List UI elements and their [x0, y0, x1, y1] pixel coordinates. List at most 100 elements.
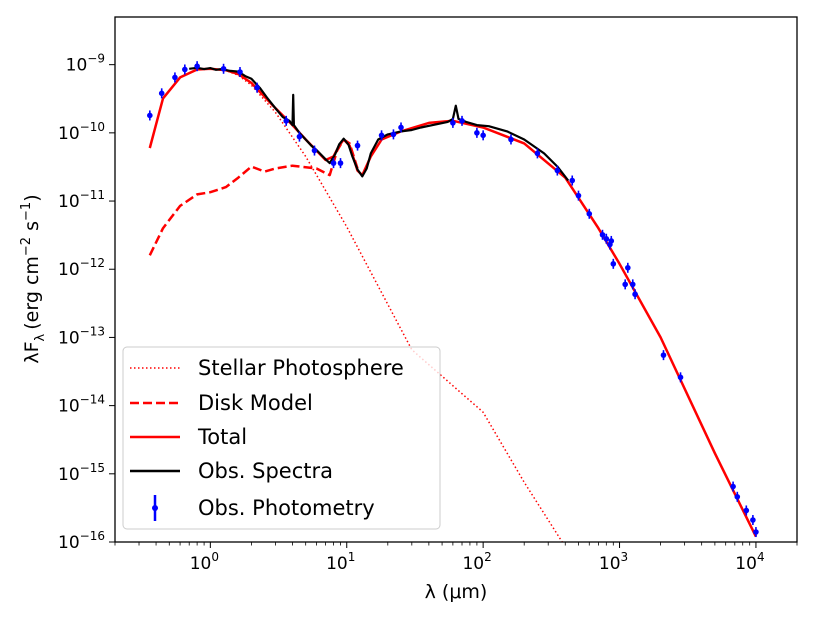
photometry-marker: [608, 238, 615, 244]
photometry-point: [599, 229, 606, 240]
photometry-marker: [586, 211, 593, 217]
photometry-marker: [660, 352, 667, 358]
photometry-marker: [743, 507, 750, 514]
photometry-marker: [296, 133, 303, 140]
photometry-marker: [147, 112, 153, 119]
legend-label-photometry: Obs. Photometry: [198, 496, 375, 520]
photometry-point: [677, 372, 684, 383]
photometry-point: [625, 262, 631, 273]
photometry-marker: [330, 160, 337, 166]
photometry-marker: [254, 84, 260, 91]
photometry-point: [734, 491, 741, 502]
photometry-point: [474, 127, 480, 138]
photometry-point: [569, 175, 576, 186]
y-tick-label: 10−16: [58, 529, 105, 553]
y-tick-label: 10−10: [58, 120, 105, 144]
y-axis-label: λFλ (erg cm−2 s−1): [19, 194, 48, 363]
photometry-point: [480, 130, 486, 141]
photometry-marker: [625, 264, 631, 271]
x-tick-label: 102: [462, 550, 491, 574]
y-tick-label: 10−9: [66, 52, 105, 76]
photometry-marker: [575, 192, 582, 199]
photometry-marker: [474, 130, 480, 136]
photometry-point: [575, 190, 582, 201]
photometry-marker: [734, 494, 741, 500]
photometry-marker: [459, 118, 465, 124]
legend-label-photosphere: Stellar Photosphere: [198, 356, 404, 380]
photometry-marker: [610, 261, 617, 267]
y-label-units-mid: s: [21, 221, 43, 237]
y-tick-label: 10−12: [58, 256, 105, 280]
photometry-marker: [554, 167, 561, 174]
photometry-point: [147, 110, 153, 121]
photometry-layer: [147, 61, 759, 538]
y-label-sub: λ: [33, 333, 48, 341]
photometry-marker: [390, 131, 397, 138]
photometry-point: [182, 64, 188, 75]
photometry-point: [632, 289, 638, 300]
photometry-marker: [450, 120, 456, 126]
photometry-point: [311, 145, 318, 156]
photometry-marker: [677, 374, 684, 381]
x-axis-label: λ (μm): [425, 581, 488, 603]
photometry-point: [398, 122, 404, 133]
photometry-point: [603, 233, 610, 244]
photometry-point: [534, 148, 541, 159]
photometry-point: [610, 258, 617, 269]
y-label-exp1: −2: [19, 237, 34, 256]
legend-label-disk: Disk Model: [198, 391, 313, 415]
photometry-marker: [220, 65, 227, 72]
legend-swatch-photometry-dot: [152, 505, 158, 511]
y-label-units-suffix: ): [21, 194, 43, 201]
photometry-point: [254, 82, 260, 93]
photometry-marker: [398, 124, 404, 131]
y-tick-label: 10−13: [58, 324, 105, 348]
photometry-point: [586, 208, 593, 219]
y-label-exp2: −1: [19, 202, 34, 221]
photometry-marker: [622, 281, 628, 288]
photometry-point: [750, 515, 756, 526]
photometry-point: [622, 279, 628, 290]
y-tick-label: 10−14: [58, 393, 105, 417]
photometry-point: [508, 134, 514, 145]
photometry-point: [743, 505, 750, 516]
photometry-point: [172, 72, 178, 83]
legend-label-total: Total: [197, 425, 247, 449]
photometry-point: [194, 61, 200, 72]
photometry-point: [337, 158, 344, 169]
x-tick-label: 101: [326, 550, 355, 574]
photometry-marker: [311, 147, 318, 154]
photometry-point: [158, 88, 165, 99]
legend: Stellar Photosphere Disk Model Total Obs…: [122, 346, 441, 530]
photometry-marker: [508, 136, 514, 143]
photometry-marker: [480, 132, 486, 139]
photometry-point: [660, 350, 667, 361]
photometry-marker: [603, 235, 610, 242]
series-line-3: [189, 66, 570, 182]
x-tick-label: 103: [599, 550, 628, 574]
legend-label-spectra: Obs. Spectra: [198, 459, 333, 483]
photometry-point: [554, 165, 561, 176]
photometry-marker: [182, 66, 188, 73]
photometry-marker: [569, 177, 576, 184]
photometry-point: [354, 140, 361, 151]
photometry-point: [450, 117, 456, 128]
y-tick-label: 10−15: [58, 461, 105, 485]
photometry-point: [753, 527, 759, 538]
y-label-units: (erg cm: [21, 256, 43, 330]
photometry-point: [220, 63, 227, 74]
photometry-marker: [750, 517, 756, 523]
y-tick-label: 10−11: [58, 188, 105, 212]
photometry-marker: [283, 118, 290, 124]
ticks-layer: 100 101 102 103 104 10−9 10−10 10−11 10−12 10−13 1…: [58, 52, 798, 574]
photometry-point: [390, 129, 397, 140]
photometry-point: [296, 131, 303, 142]
photometry-marker: [730, 483, 736, 490]
photometry-point: [730, 481, 736, 492]
x-tick-label: 104: [735, 550, 764, 574]
legend-box: [122, 346, 441, 530]
photometry-point: [378, 130, 385, 141]
photometry-marker: [354, 142, 361, 149]
photometry-point: [459, 115, 465, 126]
photometry-point: [629, 279, 636, 290]
